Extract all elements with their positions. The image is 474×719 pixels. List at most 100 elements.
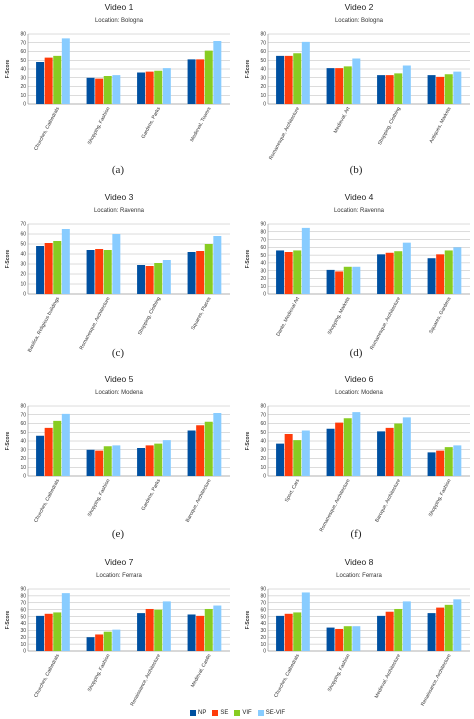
y-tick-label: 40 xyxy=(20,67,26,73)
bar-vif xyxy=(154,263,163,294)
legend-swatch-vif xyxy=(234,710,241,716)
bar-np xyxy=(276,250,285,294)
y-tick-label: 60 xyxy=(20,49,26,55)
chart-subtitle: Location: Ravenna xyxy=(94,208,145,214)
y-tick-label: 20 xyxy=(260,456,266,462)
bar-np xyxy=(427,613,436,651)
caption-f: (f) xyxy=(350,528,362,540)
bar-se-vif xyxy=(352,412,361,476)
bar-se-vif xyxy=(162,440,171,476)
y-tick-label: 40 xyxy=(20,252,26,258)
bar-vif xyxy=(103,631,112,651)
y-tick-label: 0 xyxy=(23,474,26,480)
y-tick-label: 90 xyxy=(20,587,26,593)
y-tick-label: 70 xyxy=(260,600,266,606)
bar-se xyxy=(145,445,154,476)
y-axis-label: F-Score xyxy=(245,610,251,629)
bar-np xyxy=(326,68,335,104)
y-tick-label: 40 xyxy=(260,621,266,627)
bar-se-vif xyxy=(402,242,411,294)
bar-se xyxy=(44,613,53,651)
y-axis-label: F-Score xyxy=(245,59,251,78)
y-tick-label: 30 xyxy=(260,268,266,274)
y-tick-label: 70 xyxy=(260,40,266,46)
bar-se-vif xyxy=(213,413,222,476)
x-tick-label: Churches, Cathedrals xyxy=(33,106,61,152)
y-tick-label: 40 xyxy=(20,439,26,445)
legend-swatch-se xyxy=(212,710,219,716)
chart-video-2: Video 2 Location: Bologna F-Score 0 10 20 30 40… xyxy=(245,2,470,161)
bar-np xyxy=(326,627,335,651)
bar-vif xyxy=(444,74,453,104)
y-tick-label: 30 xyxy=(20,628,26,634)
chart-panel-video-3: Video 3 Location: Ravenna F-Score 0 10 20 30 40… xyxy=(2,190,236,354)
chart-title: Video 4 xyxy=(345,192,374,202)
y-tick-label: 40 xyxy=(260,67,266,73)
bar-vif xyxy=(444,447,453,476)
bar-se xyxy=(95,249,104,294)
bar-np xyxy=(187,614,196,651)
x-tick-label: Shopping, Fashion xyxy=(87,478,112,518)
y-tick-label: 10 xyxy=(20,282,26,288)
x-tick-label: Squares, Places xyxy=(190,296,213,331)
x-tick-label: Dante, Medieval Art xyxy=(275,296,301,338)
chart-subtitle: Location: Ferrara xyxy=(96,573,142,579)
y-tick-label: 10 xyxy=(20,93,26,99)
bar-se xyxy=(385,427,394,476)
chart-panel-video-8: Video 8 Location: Ferrara F-Score 0 10 20 30 40… xyxy=(242,555,474,707)
bar-vif xyxy=(293,53,302,104)
x-tick-label: Shopping, Fashion xyxy=(87,653,112,693)
legend-label-se: SE xyxy=(220,710,229,716)
bar-vif xyxy=(394,423,403,476)
caption-e: (e) xyxy=(111,528,125,540)
bar-se-vif xyxy=(301,592,310,651)
bar-se xyxy=(44,427,53,476)
x-tick-label: Romanesque, Architecture xyxy=(268,106,301,161)
bar-se-vif xyxy=(453,71,462,104)
y-tick-label: 80 xyxy=(260,229,266,235)
bar-np xyxy=(276,443,285,476)
x-tick-label: Romanesque, Architecture xyxy=(319,478,352,533)
y-axis-label: F-Score xyxy=(5,59,11,78)
bar-vif xyxy=(53,612,62,651)
bar-se xyxy=(44,57,53,104)
bar-np xyxy=(276,615,285,651)
y-tick-label: 10 xyxy=(260,93,266,99)
chart-subtitle: Location: Ravenna xyxy=(334,208,385,214)
legend-item-se-vif: SE-VIF xyxy=(257,710,286,716)
chart-subtitle: Location: Bologna xyxy=(335,18,384,24)
bar-vif xyxy=(343,626,352,651)
bar-se-vif xyxy=(402,601,411,651)
chart-subtitle: Location: Modena xyxy=(95,390,143,396)
bar-se xyxy=(335,422,344,476)
y-tick-label: 10 xyxy=(260,465,266,471)
chart-title: Video 6 xyxy=(345,374,374,384)
chart-panel-video-1: Video 1 Location: Bologna F-Score 0 10 20 30 40… xyxy=(2,0,236,162)
bar-np xyxy=(86,77,95,104)
bar-np xyxy=(137,613,146,651)
bar-vif xyxy=(343,418,352,476)
x-tick-label: Churches, Cathedrals xyxy=(33,478,61,524)
bar-np xyxy=(377,431,386,476)
chart-subtitle: Location: Ferrara xyxy=(336,573,382,579)
y-tick-label: 30 xyxy=(260,628,266,634)
bar-vif xyxy=(53,241,62,294)
x-tick-label: Basilica, Religious buildings xyxy=(27,296,61,354)
y-tick-label: 30 xyxy=(20,262,26,268)
bar-np xyxy=(187,59,196,104)
y-tick-label: 30 xyxy=(20,447,26,453)
y-axis-label: F-Score xyxy=(5,249,11,268)
legend-swatch-np xyxy=(190,710,196,716)
chart-video-3: Video 3 Location: Ravenna F-Score 0 10 20 30 40… xyxy=(5,192,230,354)
y-tick-label: 20 xyxy=(20,272,26,278)
y-tick-label: 80 xyxy=(260,32,266,38)
bar-np xyxy=(137,265,146,294)
legend-label-se-vif: SE-VIF xyxy=(265,710,286,716)
bar-se-vif xyxy=(301,41,310,104)
bar-vif xyxy=(204,421,213,476)
y-tick-label: 60 xyxy=(20,232,26,238)
bar-se xyxy=(284,252,293,294)
x-tick-label: Shopping, Fashion xyxy=(428,478,453,518)
y-tick-label: 20 xyxy=(20,84,26,90)
bar-se xyxy=(385,252,394,294)
